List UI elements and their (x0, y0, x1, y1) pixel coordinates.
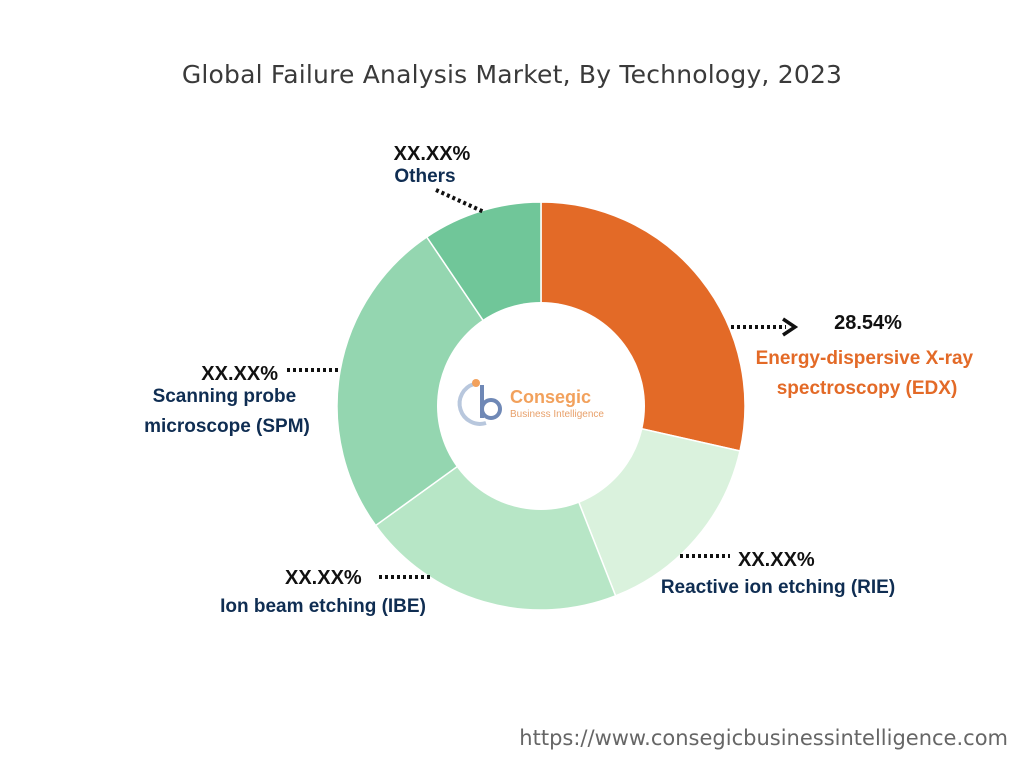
value-label-edx: 28.54% (834, 312, 902, 334)
value-label-ibe: XX.XX% (285, 567, 362, 589)
category-label-spm-line2: microscope (SPM) (144, 416, 310, 437)
center-logo: Consegic Business Intelligence (457, 379, 604, 426)
value-label-others: XX.XX% (394, 143, 471, 165)
category-label-edx-line1: Energy-dispersive X-ray (756, 348, 974, 369)
value-label-spm: XX.XX% (201, 363, 278, 385)
source-url: https://www.consegicbusinessintelligence… (519, 726, 1008, 750)
category-label-others: Others (394, 166, 455, 187)
category-label-rie: Reactive ion etching (RIE) (661, 577, 895, 598)
category-label-edx-line2: spectroscopy (EDX) (777, 378, 958, 399)
arrow-head-icon (782, 317, 799, 337)
donut-hole (437, 302, 645, 510)
category-label-edx: Energy-dispersive X-ray spectroscopy (ED… (756, 348, 979, 399)
category-label-spm: Scanning probe microscope (SPM) (144, 386, 310, 437)
leader-others (435, 188, 485, 214)
logo-tagline: Business Intelligence (510, 409, 604, 420)
category-label-ibe: Ion beam etching (IBE) (220, 596, 426, 617)
logo-icon (457, 379, 502, 426)
slice-spm (336, 235, 543, 527)
logo-name: Consegic (510, 387, 591, 407)
chart-title: Global Failure Analysis Market, By Techn… (181, 60, 843, 89)
category-label-spm-line1: Scanning probe (153, 386, 297, 407)
value-label-rie: XX.XX% (738, 549, 815, 571)
